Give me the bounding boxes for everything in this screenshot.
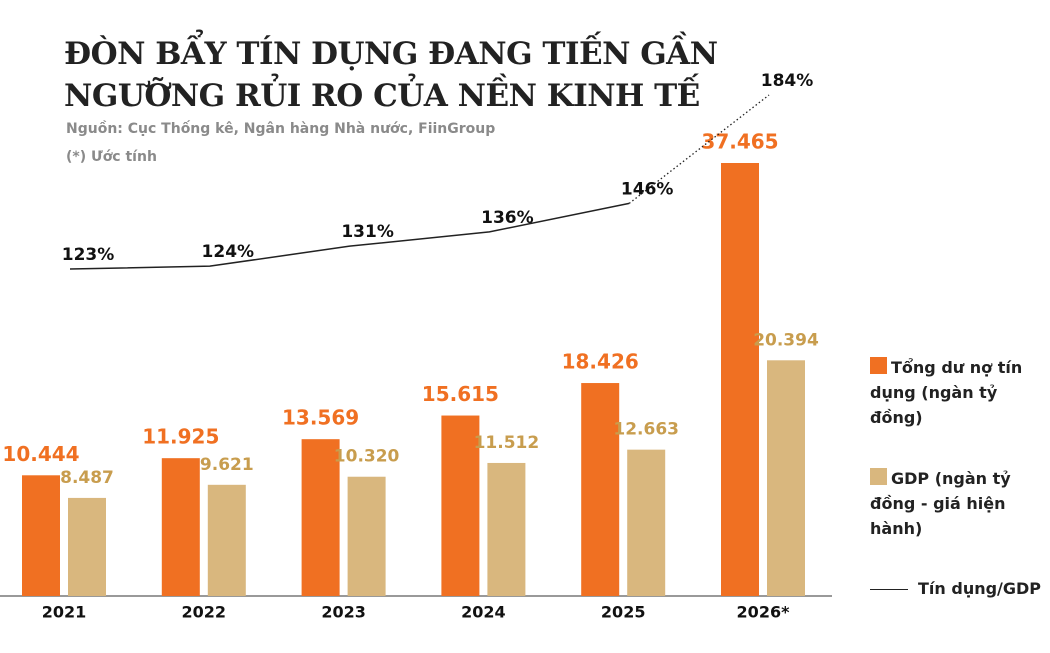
line-value-label: 146% [621,179,674,199]
bar [301,439,340,596]
chart-title: NGƯỠNG RỦI RO CỦA NỀN KINH TẾ [64,78,700,114]
legend-label: Tổng dư nợ tín dụng (ngàn tỷ đồng) [870,358,1023,427]
legend-item: Tổng dư nợ tín dụng (ngàn tỷ đồng) [870,355,1040,430]
bar [721,163,759,596]
legend-label: GDP (ngàn tỷ đồng - giá hiện hành) [870,469,1011,538]
x-tick-label: 2023 [321,603,366,622]
bar [441,415,480,596]
x-tick-label: 2024 [461,603,506,622]
bar [207,484,246,596]
line-estimate [628,94,770,204]
value-label: 11.925 [142,425,219,449]
bar [161,458,200,596]
chart-title: ĐÒN BẨY TÍN DỤNG ĐANG TIẾN GẦN [64,36,718,72]
legend-swatch [870,468,887,485]
bar [347,476,386,596]
x-tick-label: 2022 [182,603,227,622]
legend-swatch [870,357,887,374]
legend-item: Tín dụng/GDP [870,576,1050,601]
value-label: 15.615 [422,382,499,406]
bar [581,383,620,596]
legend-item: GDP (ngàn tỷ đồng - giá hiện hành) [870,466,1040,541]
x-tick-label: 2025 [601,603,646,622]
value-label: 20.394 [753,330,819,350]
line [69,202,630,270]
bar [68,497,106,596]
legend-swatch [870,589,908,590]
bar [487,462,526,596]
bar [22,475,60,596]
legend-label: Tín dụng/GDP [918,579,1042,598]
line-value-label: 136% [481,208,534,228]
line-value-label: 131% [341,222,394,242]
value-label: 13.569 [282,406,359,430]
bar [767,360,805,596]
line-value-label: 124% [202,242,255,262]
value-label: 11.512 [474,433,540,453]
value-label: 9.621 [200,455,254,475]
value-label: 8.487 [60,468,114,488]
value-label: 12.663 [613,420,679,440]
value-label: 10.320 [334,447,400,467]
subtitle: Nguồn: Cục Thống kê, Ngân hàng Nhà nước,… [66,121,496,137]
line-value-label: 184% [761,71,814,91]
value-label: 10.444 [2,442,79,466]
line-value-label: 123% [62,245,115,265]
value-label: 37.465 [701,130,778,154]
note: (*) Ước tính [66,149,157,165]
x-tick-label: 2021 [42,603,87,622]
x-tick-label: 2026* [737,603,791,622]
value-label: 18.426 [562,350,639,374]
bar [627,449,666,596]
